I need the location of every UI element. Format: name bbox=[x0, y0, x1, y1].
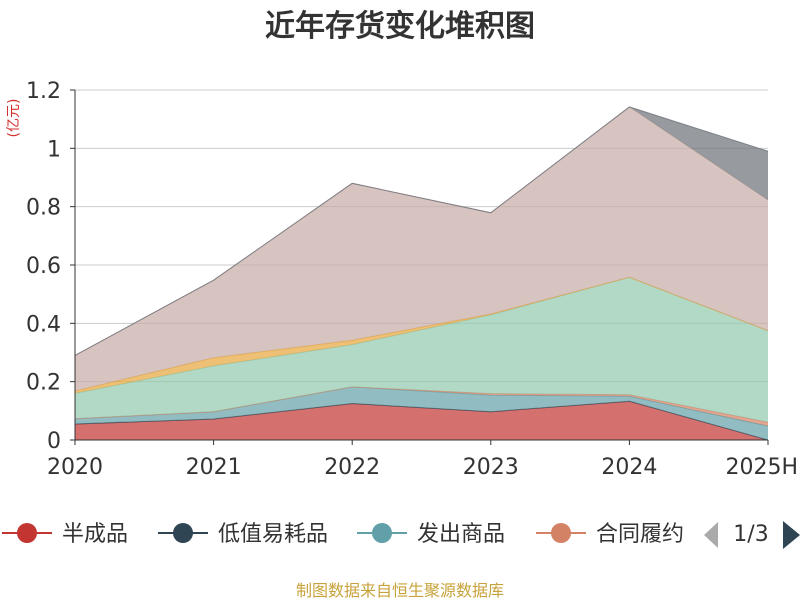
y-tick-label: 1 bbox=[47, 137, 61, 162]
y-tick-label: 1.2 bbox=[26, 79, 61, 104]
area-series-2 bbox=[75, 386, 768, 440]
x-tick-label: 2024 bbox=[601, 455, 657, 480]
area-series-7 bbox=[75, 106, 768, 356]
axes: 0 0.2 0.4 0.6 0.8 1 1.2 2020 2021 2022 2023 2024 202… bbox=[26, 79, 798, 480]
legend-marker bbox=[551, 523, 571, 543]
legend-page-indicator: 1/3 bbox=[733, 522, 768, 547]
legend-marker bbox=[17, 523, 37, 543]
legend-next-icon[interactable] bbox=[783, 521, 800, 549]
legend-label: 半成品 bbox=[62, 522, 128, 547]
legend-item[interactable]: 发出商品 bbox=[357, 522, 505, 547]
x-tick-label: 2023 bbox=[463, 455, 519, 480]
legend-label: 合同履约 bbox=[596, 522, 684, 547]
chart-title: 近年存货变化堆积图 bbox=[265, 9, 535, 44]
legend-label: 发出商品 bbox=[417, 522, 505, 547]
footer-source: 制图数据来自恒生聚源数据库 bbox=[296, 581, 504, 600]
y-tick-label: 0.4 bbox=[26, 312, 61, 337]
legend-marker bbox=[173, 523, 193, 543]
legend-marker bbox=[372, 523, 392, 543]
y-tick-label: 0.2 bbox=[26, 371, 61, 396]
x-tick-label: 2021 bbox=[186, 455, 242, 480]
y-tick-label: 0.6 bbox=[26, 254, 61, 279]
area-series-6 bbox=[75, 106, 768, 392]
y-axis-unit: (亿元) bbox=[6, 99, 22, 138]
area-edge-7 bbox=[74, 106, 769, 356]
legend-prev-icon[interactable] bbox=[704, 522, 718, 548]
stacked-areas bbox=[74, 106, 769, 441]
y-tick-label: 0.8 bbox=[26, 196, 61, 221]
area-series-4 bbox=[75, 277, 768, 423]
x-tick-label: 2020 bbox=[47, 455, 103, 480]
x-tick-label: 2025H bbox=[725, 455, 798, 480]
area-series-0 bbox=[75, 401, 768, 440]
legend: 半成品 低值易耗品 发出商品 合同履约 1/3 bbox=[2, 521, 800, 549]
legend-item[interactable]: 合同履约 bbox=[536, 522, 684, 547]
y-tick-label: 0 bbox=[47, 429, 61, 454]
x-tick-label: 2022 bbox=[324, 455, 380, 480]
legend-label: 低值易耗品 bbox=[218, 522, 328, 547]
legend-item[interactable]: 低值易耗品 bbox=[158, 522, 328, 547]
legend-item[interactable]: 半成品 bbox=[2, 522, 128, 547]
